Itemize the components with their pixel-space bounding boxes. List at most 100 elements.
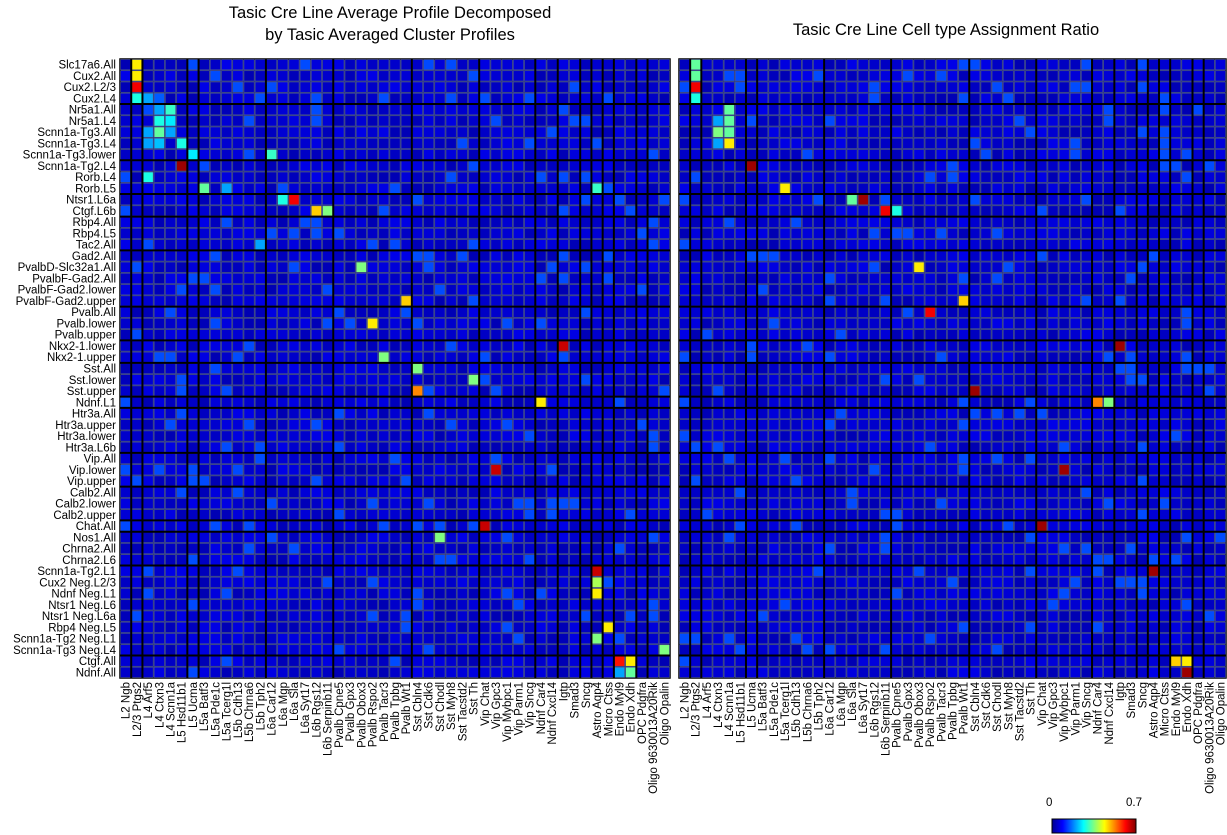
heatmap-cell xyxy=(614,644,625,656)
heatmap-cell xyxy=(322,565,334,577)
heatmap-cell xyxy=(902,273,914,284)
heatmap-cell xyxy=(490,340,502,352)
heatmap-cell xyxy=(1069,396,1081,408)
heatmap-cell xyxy=(790,137,802,149)
heatmap-cell xyxy=(400,396,412,408)
heatmap-cell xyxy=(299,295,311,307)
heatmap-cell xyxy=(958,351,970,363)
heatmap-cell xyxy=(1047,374,1059,386)
heatmap-cell xyxy=(1148,340,1159,352)
heatmap-cell xyxy=(524,273,536,284)
heatmap-cell xyxy=(344,137,356,149)
row-label: PvalbF-Gad2.All xyxy=(32,273,116,285)
heatmap-cell xyxy=(187,509,199,521)
heatmap-cell xyxy=(367,408,378,419)
heatmap-cell xyxy=(1136,520,1148,532)
heatmap-cell xyxy=(535,239,547,251)
heatmap-cell xyxy=(1025,295,1037,307)
heatmap-cell xyxy=(557,621,569,633)
heatmap-cell xyxy=(991,59,1003,71)
heatmap-cell xyxy=(501,385,513,397)
heatmap-cell xyxy=(569,183,581,194)
heatmap-cell xyxy=(513,554,524,566)
heatmap-cell xyxy=(1114,205,1126,217)
heatmap-cell xyxy=(490,149,502,161)
heatmap-cell xyxy=(389,59,401,71)
heatmap-cell xyxy=(176,239,188,251)
heatmap-cell xyxy=(153,261,165,273)
heatmap-cell xyxy=(1014,149,1025,161)
heatmap-cell xyxy=(846,385,858,397)
heatmap-cell xyxy=(580,137,592,149)
heatmap-cell xyxy=(1215,92,1226,104)
heatmap-cell xyxy=(658,644,670,656)
heatmap-cell xyxy=(647,475,659,487)
heatmap-cell xyxy=(367,59,378,71)
heatmap-cell xyxy=(524,171,536,183)
heatmap-cell xyxy=(735,363,746,374)
heatmap-cell xyxy=(479,273,491,284)
heatmap-cell xyxy=(1103,194,1115,206)
heatmap-cell xyxy=(647,183,659,194)
heatmap-cell xyxy=(1081,543,1092,554)
heatmap-cell xyxy=(445,453,457,464)
heatmap-cell xyxy=(423,194,435,206)
heatmap-cell xyxy=(131,576,143,588)
heatmap-cell xyxy=(735,340,746,352)
heatmap-cell xyxy=(1036,531,1048,543)
heatmap-cell xyxy=(679,464,690,476)
heatmap-cell xyxy=(614,250,625,262)
heatmap-cell xyxy=(824,329,836,341)
heatmap-cell xyxy=(1136,137,1148,149)
heatmap-cell xyxy=(1002,261,1014,273)
heatmap-cell xyxy=(813,486,824,498)
heatmap-cell xyxy=(434,498,446,509)
heatmap-cell xyxy=(625,520,637,532)
heatmap-cell xyxy=(1170,81,1182,93)
heatmap-cell xyxy=(1036,340,1048,352)
heatmap-cell xyxy=(969,475,981,487)
heatmap-cell xyxy=(813,126,824,138)
heatmap-cell xyxy=(355,183,367,194)
left-heatmap-subtitle: by Tasic Averaged Cluster Profiles xyxy=(265,26,515,44)
heatmap-cell xyxy=(501,576,513,588)
heatmap-cell xyxy=(209,239,221,251)
heatmap-cell xyxy=(1136,126,1148,138)
heatmap-cell xyxy=(142,318,154,329)
heatmap-cell xyxy=(1181,261,1193,273)
heatmap-cell xyxy=(501,363,513,374)
row-label: Ntsr1.L6a xyxy=(66,195,116,207)
heatmap-cell xyxy=(712,115,724,127)
heatmap-cell xyxy=(254,385,266,397)
heatmap-cell xyxy=(355,115,367,127)
heatmap-cell xyxy=(153,531,165,543)
heatmap-cell xyxy=(243,104,255,116)
heatmap-cell xyxy=(1203,475,1215,487)
heatmap-cell xyxy=(266,543,277,554)
heatmap-cell xyxy=(647,509,659,521)
heatmap-cell xyxy=(165,239,176,251)
heatmap-cell xyxy=(1114,441,1126,453)
heatmap-cell xyxy=(846,531,858,543)
heatmap-cell xyxy=(690,318,702,329)
heatmap-cell xyxy=(221,408,233,419)
heatmap-cell xyxy=(479,340,491,352)
heatmap-cell xyxy=(846,194,858,206)
heatmap-cell xyxy=(254,610,266,622)
heatmap-cell xyxy=(1025,149,1037,161)
column-label: Smad3 xyxy=(570,682,582,718)
heatmap-cell xyxy=(1215,464,1226,476)
heatmap-cell xyxy=(243,205,255,217)
heatmap-cell xyxy=(468,115,479,127)
heatmap-cell xyxy=(1159,441,1170,453)
heatmap-cell xyxy=(935,250,947,262)
heatmap-cell xyxy=(1036,318,1048,329)
heatmap-cell xyxy=(344,610,356,622)
heatmap-cell xyxy=(165,430,176,442)
heatmap-cell xyxy=(546,205,558,217)
heatmap-cell xyxy=(232,453,244,464)
heatmap-cell xyxy=(322,70,334,82)
heatmap-cell xyxy=(790,363,802,374)
heatmap-cell xyxy=(824,498,836,509)
heatmap-cell xyxy=(1159,126,1170,138)
